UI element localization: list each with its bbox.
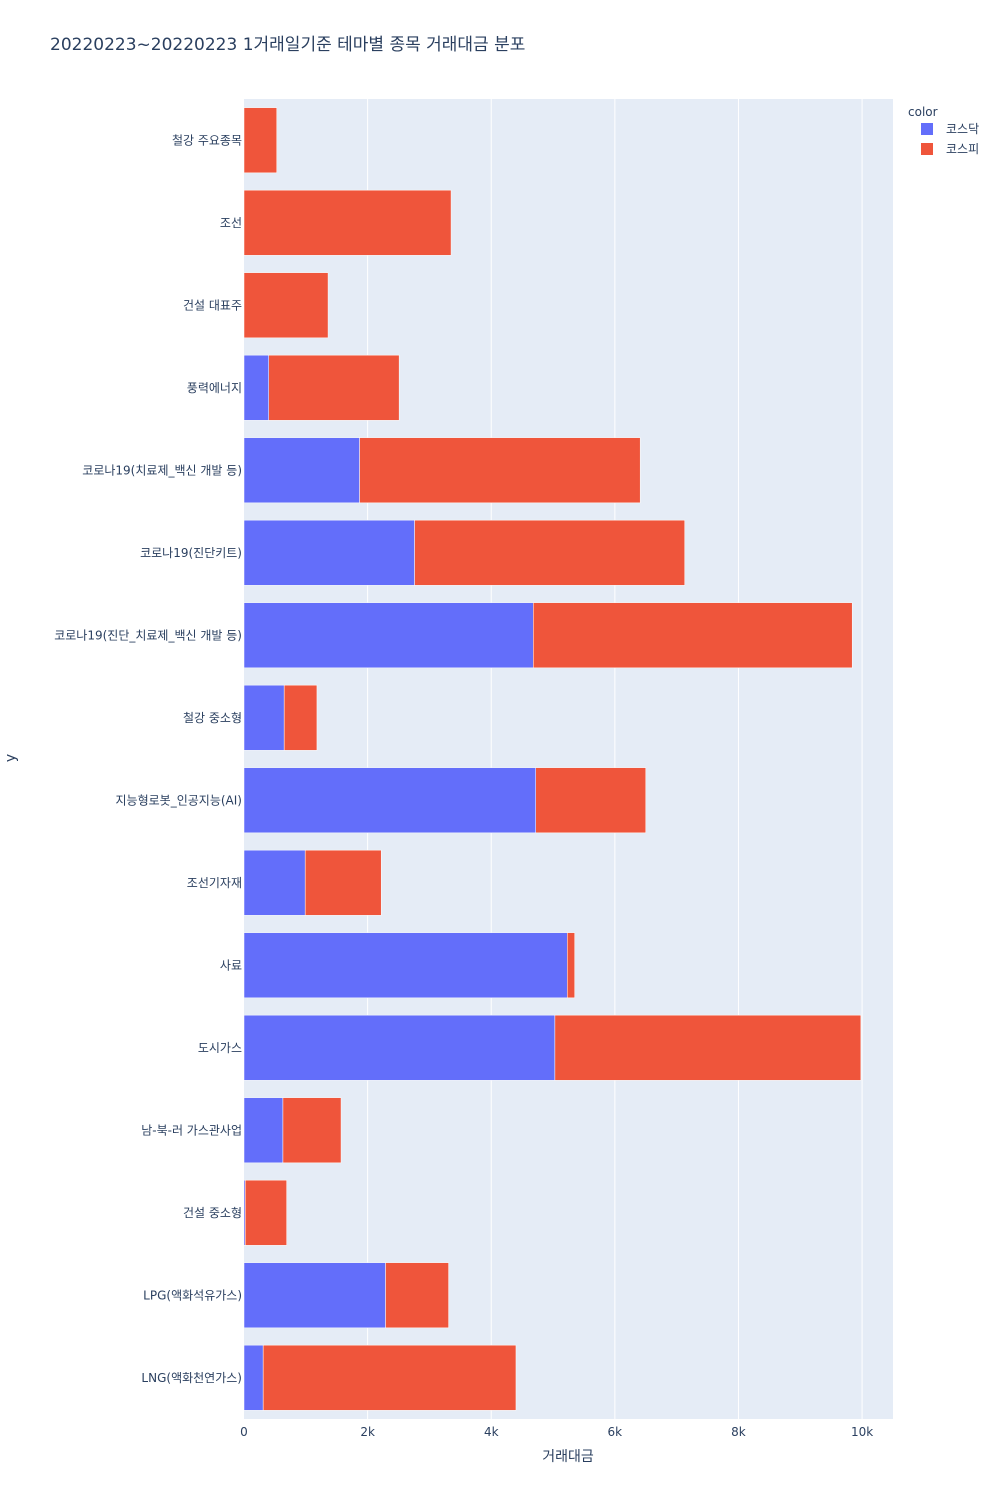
legend-label: 코스닥 bbox=[946, 122, 979, 136]
bar-kospi bbox=[533, 602, 853, 669]
y-tick-label: 남-북-러 가스관사업 bbox=[141, 1123, 242, 1137]
bar-kospi bbox=[262, 1344, 517, 1411]
chart-title: 20220223~20220223 1거래일기준 테마별 종목 거래대금 분포 bbox=[50, 35, 525, 55]
x-axis-title: 거래대금 bbox=[542, 1449, 594, 1465]
legend-label: 코스피 bbox=[946, 142, 979, 156]
y-tick-label: 코로나19(치료제_백신 개발 등) bbox=[82, 463, 242, 477]
x-tick-label: 8k bbox=[731, 1425, 746, 1439]
plot-area bbox=[244, 99, 893, 1419]
bar-kosdaq bbox=[243, 1097, 284, 1164]
y-tick-label: 건설 대표주 bbox=[183, 298, 242, 312]
legend-title: color bbox=[908, 105, 938, 119]
x-tick-labels: 0 2k 4k 6k 8k 10k bbox=[240, 1425, 873, 1439]
bar-kosdaq bbox=[243, 1344, 264, 1411]
bar-kosdaq bbox=[243, 1262, 386, 1329]
bar-kospi bbox=[554, 1014, 862, 1081]
y-tick-label: 조선 bbox=[220, 216, 242, 230]
y-tick-label: 조선기자재 bbox=[187, 876, 242, 890]
bar-kospi bbox=[283, 684, 318, 751]
y-tick-label: 건설 중소형 bbox=[183, 1206, 242, 1220]
y-tick-label: 지능형로봇_인공지능(AI) bbox=[116, 793, 242, 807]
bar-kosdaq bbox=[243, 519, 415, 586]
bar-kospi bbox=[359, 437, 641, 504]
x-tick-label: 10k bbox=[851, 1425, 873, 1439]
y-tick-label: LNG(액화천연가스) bbox=[141, 1370, 242, 1385]
bar-kospi bbox=[385, 1262, 449, 1329]
y-tick-label: 코로나19(진단_치료제_백신 개발 등) bbox=[54, 628, 242, 642]
bar-kosdaq bbox=[243, 684, 285, 751]
bar-kosdaq bbox=[243, 602, 534, 669]
bar-kosdaq bbox=[243, 354, 269, 421]
bar-kosdaq bbox=[243, 932, 568, 999]
legend-swatch bbox=[921, 143, 933, 155]
y-tick-label: 철강 주요종목 bbox=[172, 133, 242, 147]
bar-kosdaq bbox=[243, 767, 536, 834]
bar-kospi bbox=[282, 1097, 342, 1164]
gridlines bbox=[367, 99, 863, 1419]
bar-kosdaq bbox=[243, 437, 360, 504]
bar-kospi bbox=[244, 1179, 287, 1246]
x-tick-label: 2k bbox=[360, 1425, 375, 1439]
x-tick-label: 4k bbox=[484, 1425, 499, 1439]
y-tick-label: 사료 bbox=[220, 958, 242, 972]
x-tick-label: 0 bbox=[240, 1425, 248, 1439]
y-tick-label: 철강 중소형 bbox=[183, 711, 242, 725]
bar-kospi bbox=[414, 519, 685, 586]
y-axis-title: y bbox=[3, 754, 19, 762]
y-tick-label: 도시가스 bbox=[198, 1041, 242, 1055]
legend-swatch bbox=[921, 123, 933, 135]
y-tick-label: LPG(액화석유가스) bbox=[143, 1288, 242, 1302]
bar-kospi bbox=[535, 767, 647, 834]
bar-kosdaq bbox=[243, 1014, 556, 1081]
x-tick-label: 6k bbox=[608, 1425, 623, 1439]
bar-kospi bbox=[243, 189, 452, 256]
y-tick-label: 코로나19(진단키트) bbox=[140, 546, 242, 560]
bar-kospi bbox=[304, 849, 382, 916]
bar-kosdaq bbox=[243, 849, 306, 916]
y-tick-label: 풍력에너지 bbox=[187, 381, 242, 395]
bar-kospi bbox=[243, 107, 278, 174]
bars bbox=[243, 107, 862, 1411]
bar-kospi bbox=[268, 354, 400, 421]
bar-kospi bbox=[243, 272, 329, 339]
bar-kospi bbox=[567, 932, 575, 999]
